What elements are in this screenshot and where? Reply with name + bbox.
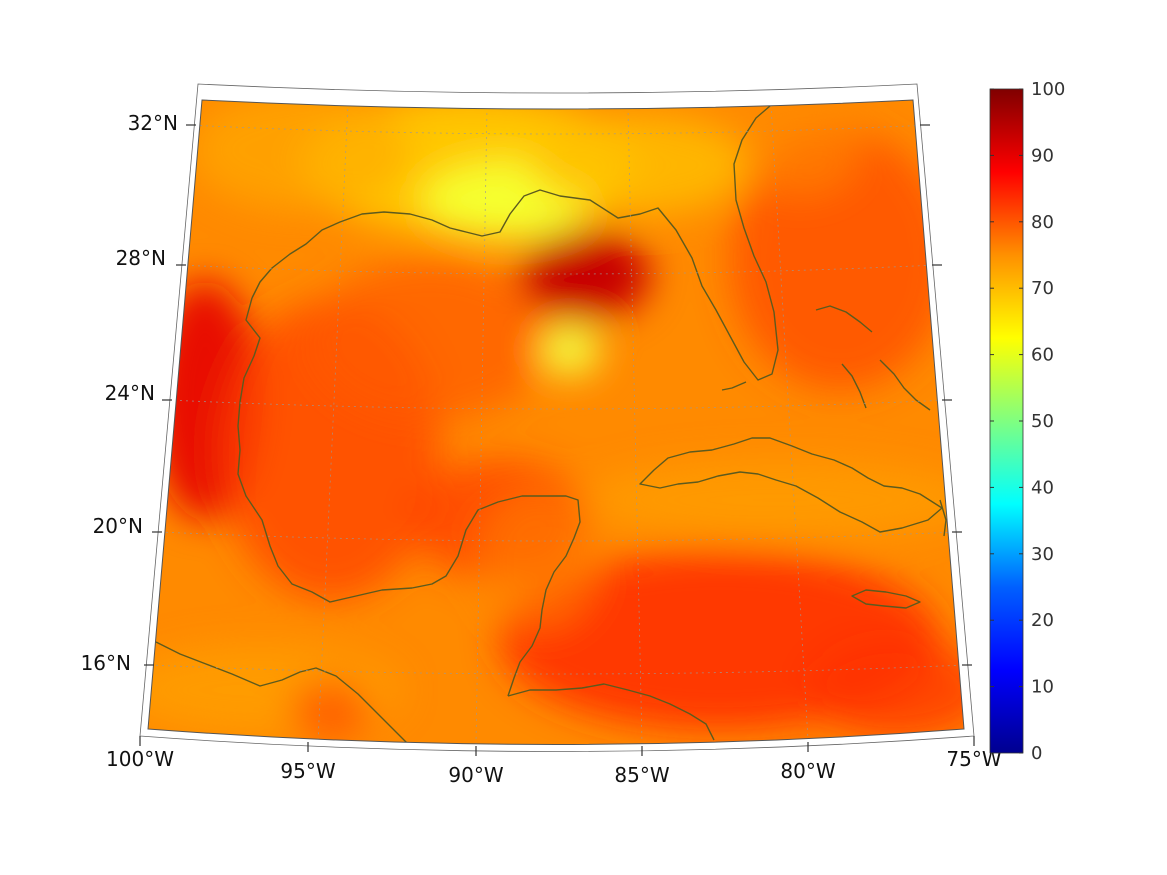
lat-label: 32°N <box>128 111 178 135</box>
colorbar-gradient <box>989 88 1024 754</box>
field-anomalies <box>148 100 964 740</box>
lat-label: 24°N <box>105 381 155 405</box>
map-frame-outer <box>139 83 975 752</box>
colorbar-ticks: 0 10 20 30 40 50 60 70 80 90 100 <box>990 79 1065 764</box>
coastlines <box>155 105 947 745</box>
frame-ticks <box>139 124 975 756</box>
lon-label: 85°W <box>614 763 669 787</box>
latitude-labels: 32°N 28°N 24°N 20°N 16°N <box>81 111 178 675</box>
colorbar-tick-label: 60 <box>1031 345 1054 366</box>
colorbar-tick-label: 10 <box>1031 677 1054 698</box>
colorbar-tick-label: 50 <box>1031 411 1054 432</box>
colorbar-tick-label: 30 <box>1031 544 1054 565</box>
colorbar-tick-label: 20 <box>1031 610 1054 631</box>
lat-label: 28°N <box>116 246 166 270</box>
colorbar-tick-label: 80 <box>1031 212 1054 233</box>
colorbar-tick-label: 90 <box>1031 145 1054 166</box>
lat-label: 20°N <box>93 514 143 538</box>
longitude-labels: 100°W 95°W 90°W 85°W 80°W 75°W <box>106 747 1002 787</box>
lon-label: 100°W <box>106 747 174 771</box>
graticule <box>149 102 964 745</box>
lat-label: 16°N <box>81 651 131 675</box>
lon-label: 80°W <box>780 759 835 783</box>
lon-label: 95°W <box>280 759 335 783</box>
colorbar-tick-label: 0 <box>1031 743 1042 764</box>
map-frame <box>147 99 965 745</box>
map-area <box>139 83 975 756</box>
colorbar-tick-label: 70 <box>1031 278 1054 299</box>
colorbar-tick-label: 100 <box>1031 79 1065 100</box>
colorbar: 0 10 20 30 40 50 60 70 80 90 100 <box>989 79 1065 764</box>
lon-label: 90°W <box>448 763 503 787</box>
colorbar-tick-label: 40 <box>1031 477 1054 498</box>
